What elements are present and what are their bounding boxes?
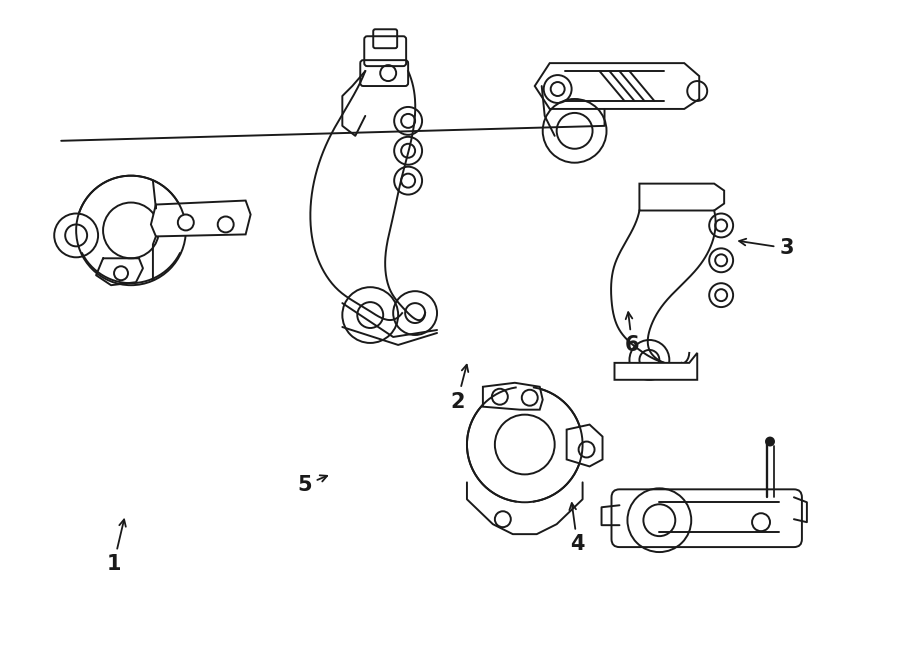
Polygon shape bbox=[567, 424, 602, 467]
Text: 1: 1 bbox=[106, 520, 126, 574]
Polygon shape bbox=[615, 353, 698, 380]
Text: 6: 6 bbox=[625, 312, 639, 355]
Text: 1: 1 bbox=[0, 660, 1, 661]
Polygon shape bbox=[535, 63, 699, 109]
Polygon shape bbox=[483, 383, 543, 410]
Text: 4: 4 bbox=[570, 503, 585, 555]
Text: 2: 2 bbox=[450, 365, 468, 412]
Text: 5: 5 bbox=[297, 475, 327, 495]
Circle shape bbox=[766, 438, 774, 446]
Polygon shape bbox=[639, 184, 725, 210]
Text: 3: 3 bbox=[739, 238, 794, 258]
Polygon shape bbox=[151, 200, 250, 237]
